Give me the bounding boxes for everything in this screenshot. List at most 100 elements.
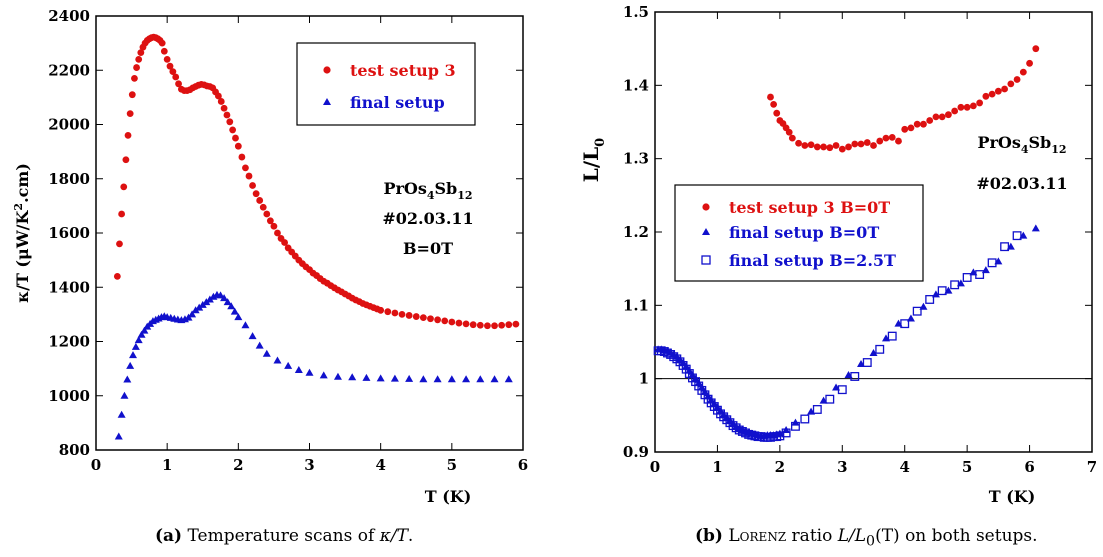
data-point-test-setup-3 <box>441 317 449 325</box>
data-point-test-setup-3 <box>391 309 399 317</box>
y-tick-label: 800 <box>59 441 90 459</box>
data-point-test-setup-3-b-0t <box>951 107 959 115</box>
data-point-final-setup <box>137 330 146 338</box>
legend-frame <box>296 42 476 126</box>
data-point-final-setup <box>241 321 250 329</box>
data-point-final-setup <box>319 371 328 379</box>
sample-annotation: PrOs4Sb12 #02.03.11 <box>976 133 1067 193</box>
data-point-final-setup <box>333 372 342 380</box>
data-point-test-setup-3-b-0t <box>1032 45 1040 53</box>
data-point-final-setup <box>476 375 485 383</box>
caption-math: κ/T <box>379 526 408 546</box>
data-point-test-setup-3 <box>217 98 225 105</box>
x-tick-label: 3 <box>837 458 847 476</box>
data-point-final-setup <box>230 307 239 315</box>
sample-formula: PrOs4Sb12 <box>383 179 472 202</box>
data-point-test-setup-3-b-0t <box>785 128 793 136</box>
x-tick-label: 0 <box>91 456 101 474</box>
data-point-test-setup-3-b-0t <box>845 143 852 151</box>
legend-marker-final-setup <box>323 98 331 105</box>
data-point-final-setup <box>284 361 293 369</box>
data-point-final-setup <box>294 365 303 373</box>
data-point-final-setup-b-2-5t <box>775 431 785 441</box>
data-point-test-setup-3 <box>455 319 463 327</box>
y-tick-label: 1200 <box>48 333 90 351</box>
data-point-final-setup-b-2-5t <box>925 295 935 304</box>
data-point-final-setup-b-2-5t <box>741 428 750 438</box>
legend-marker-final-setup-b0 <box>702 228 710 235</box>
caption-math-sub: 0 <box>866 533 876 550</box>
y-tick-label: 1.2 <box>623 223 649 241</box>
figure-canvas: 0 1 2 3 4 5 6800100012001400160018002000220024… <box>12 3 1097 506</box>
data-point-test-setup-3 <box>263 210 271 218</box>
y-tick-label: 1000 <box>48 387 90 405</box>
axis-ticks: 0 1 2 3 4 5 6 800 1000 1200 1400 1600 1800 2000 2200 24… <box>48 7 528 474</box>
data-point-final-setup <box>248 332 257 340</box>
y-tick-label: 2400 <box>48 7 90 25</box>
data-point-test-setup-3 <box>384 308 392 316</box>
data-point-test-setup-3 <box>245 172 253 180</box>
data-point-final-setup-b-2-5t <box>747 430 757 440</box>
caption-label: (a) <box>155 526 183 546</box>
data-point-test-setup-3 <box>270 222 278 230</box>
data-point-final-setup <box>376 374 385 382</box>
data-point-test-setup-3-b-0t <box>795 139 802 147</box>
y-tick-label: 1.4 <box>623 76 649 94</box>
caption-name: Lorenz <box>728 526 787 546</box>
sample-formula: PrOs4Sb12 <box>977 133 1066 156</box>
data-point-final-setup <box>134 336 143 344</box>
data-point-test-setup-3 <box>113 273 121 280</box>
data-point-final-setup <box>223 298 232 306</box>
data-point-test-setup-3 <box>448 318 456 326</box>
data-point-final-setup-b-2-5t <box>734 425 744 435</box>
data-point-final-setup <box>362 373 371 381</box>
data-point-test-setup-3-b-0t <box>813 143 821 151</box>
data-point-final-setup-b-2-5t <box>722 415 732 425</box>
data-point-test-setup-3-b-0t <box>1001 85 1008 93</box>
data-point-test-setup-3-b-0t <box>820 143 827 151</box>
data-point-test-setup-3 <box>232 134 239 142</box>
data-point-final-setup-b-2-5t <box>837 385 847 395</box>
caption-label: (b) <box>695 526 723 546</box>
data-point-final-setup-b-2-5t <box>887 331 897 341</box>
data-point-final-setup-b-2-5t <box>950 280 960 290</box>
caption-end: (T) on both setups. <box>875 526 1038 546</box>
caption-math: L/L <box>837 526 867 546</box>
legend-marker-final-setup-b25 <box>701 255 711 265</box>
caption-end: . <box>407 526 414 546</box>
data-point-final-setup <box>198 300 207 308</box>
data-point-final-setup-b-2-5t <box>737 427 747 436</box>
data-point-final-setup-b-2-5t <box>719 412 729 422</box>
data-point-test-setup-3 <box>505 321 513 329</box>
data-point-test-setup-3 <box>398 310 406 318</box>
data-point-test-setup-3 <box>484 322 491 330</box>
legend-label-final-setup-b0: final setup B=0T <box>729 223 879 242</box>
data-point-test-setup-3 <box>135 56 143 63</box>
data-point-test-setup-3-b-0t <box>863 139 871 146</box>
data-point-test-setup-3 <box>259 203 267 211</box>
data-point-test-setup-3 <box>512 320 520 328</box>
data-point-test-setup-3 <box>229 126 237 134</box>
data-point-final-setup-b-2-5t <box>744 429 754 439</box>
caption-text: Temperature scans of <box>187 526 380 546</box>
data-point-final-setup <box>191 306 200 314</box>
data-point-final-setup <box>390 374 399 382</box>
sample-id: #02.03.11 <box>976 174 1067 193</box>
data-point-final-setup <box>216 291 225 299</box>
data-point-final-setup <box>114 432 123 440</box>
x-tick-label: 1 <box>712 458 722 476</box>
data-point-test-setup-3 <box>242 164 249 172</box>
data-point-final-setup-b-2-5t <box>862 358 872 367</box>
data-point-test-setup-3-b-0t <box>857 140 865 148</box>
data-point-final-setup <box>348 373 357 381</box>
data-point-test-setup-3 <box>131 74 138 82</box>
data-point-test-setup-3 <box>160 47 168 55</box>
data-point-test-setup-3 <box>462 320 470 328</box>
data-point-final-setup-b-2-5t <box>825 394 835 404</box>
data-point-final-setup <box>447 375 456 383</box>
data-point-test-setup-3 <box>266 217 274 225</box>
data-point-final-setup-b-2-5t <box>900 319 910 329</box>
data-point-test-setup-3 <box>427 315 434 323</box>
y-tick-label: 1.3 <box>623 150 649 168</box>
y-tick-label: 1.5 <box>623 3 649 21</box>
